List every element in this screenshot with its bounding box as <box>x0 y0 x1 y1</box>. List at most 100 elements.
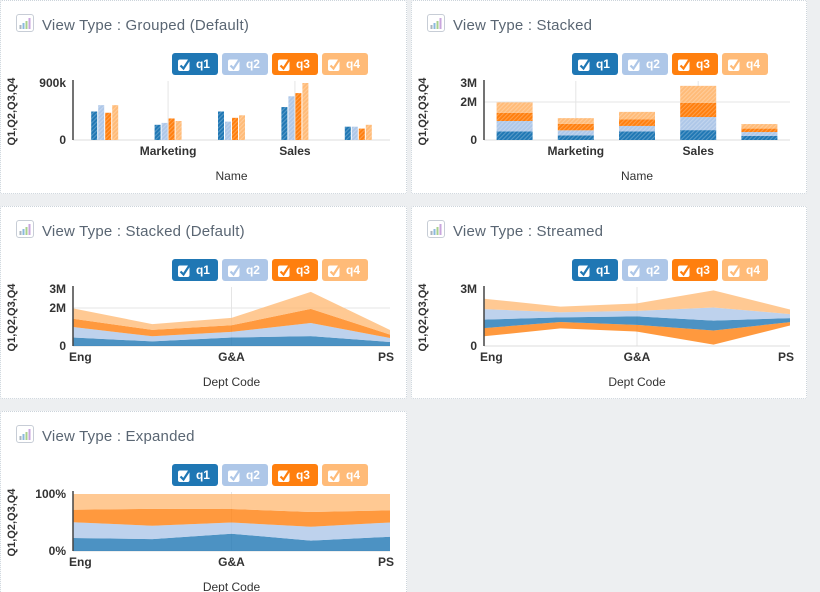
checkbox-checked-icon <box>277 263 291 277</box>
legend-label: q3 <box>695 263 710 277</box>
legend-label: q4 <box>345 57 360 71</box>
legend-label: q3 <box>295 263 310 277</box>
legend-label: q2 <box>645 263 660 277</box>
legend-label: q1 <box>195 263 210 277</box>
chart-title: View Type : Grouped (Default) <box>42 17 250 34</box>
checkbox-checked-icon <box>627 57 641 71</box>
legend-toggle-q3[interactable]: q3 <box>671 259 718 281</box>
legend-toggle-q4[interactable]: q4 <box>321 464 368 486</box>
legend-label: q4 <box>345 468 360 482</box>
svg-text:Q1,Q2,Q3,Q4: Q1,Q2,Q3,Q4 <box>6 488 18 556</box>
svg-text:3M: 3M <box>460 77 477 90</box>
legend-toggle-q3[interactable]: q3 <box>671 53 718 75</box>
svg-text:PS: PS <box>378 350 394 364</box>
legend-label: q3 <box>295 468 310 482</box>
legend-label: q2 <box>245 468 260 482</box>
legend-label: q2 <box>245 57 260 71</box>
svg-text:0: 0 <box>470 133 477 147</box>
card-header: View Type : Grouped (Default) <box>16 14 249 37</box>
checkbox-checked-icon <box>677 57 691 71</box>
svg-text:Q1,Q2,Q3,Q4: Q1,Q2,Q3,Q4 <box>6 77 18 145</box>
svg-text:0: 0 <box>59 339 66 353</box>
svg-text:Marketing: Marketing <box>547 144 604 158</box>
legend-label: q1 <box>595 57 610 71</box>
chart-card-grouped: View Type : Grouped (Default) q1 q2 q3 q4 9… <box>0 0 407 194</box>
svg-text:Q1,Q2,Q3,Q4: Q1,Q2,Q3,Q4 <box>417 77 429 145</box>
svg-text:0: 0 <box>59 133 66 147</box>
svg-text:Sales: Sales <box>279 144 311 158</box>
legend-label: q1 <box>595 263 610 277</box>
chart-title: View Type : Stacked (Default) <box>42 223 245 240</box>
chart-title: View Type : Expanded <box>42 428 195 445</box>
svg-text:Eng: Eng <box>69 350 92 364</box>
column-chart-icon <box>16 220 34 243</box>
checkbox-checked-icon <box>327 468 341 482</box>
legend-label: q4 <box>745 57 760 71</box>
legend-toggle-q4[interactable]: q4 <box>721 259 768 281</box>
checkbox-checked-icon <box>177 263 191 277</box>
legend-label: q2 <box>245 263 260 277</box>
chart-title: View Type : Streamed <box>453 223 604 240</box>
svg-text:G&A: G&A <box>218 350 245 364</box>
checkbox-checked-icon <box>327 263 341 277</box>
checkbox-checked-icon <box>227 263 241 277</box>
checkbox-checked-icon <box>627 263 641 277</box>
legend-toggle-q3[interactable]: q3 <box>271 53 318 75</box>
svg-text:Q1,Q2,Q3,Q4: Q1,Q2,Q3,Q4 <box>6 283 18 351</box>
column-chart-icon <box>16 425 34 448</box>
legend-toggle-q4[interactable]: q4 <box>321 259 368 281</box>
legend-toggle-q1[interactable]: q1 <box>171 53 218 75</box>
svg-text:Name: Name <box>215 169 247 183</box>
legend-toggle-q4[interactable]: q4 <box>321 53 368 75</box>
legend-toggle-q4[interactable]: q4 <box>721 53 768 75</box>
svg-text:Dept Code: Dept Code <box>608 375 666 389</box>
legend-toggle-q2[interactable]: q2 <box>221 53 268 75</box>
svg-text:2M: 2M <box>49 301 66 315</box>
legend: q1 q2 q3 q4 <box>171 259 368 281</box>
legend-toggle-q3[interactable]: q3 <box>271 464 318 486</box>
legend: q1 q2 q3 q4 <box>571 259 768 281</box>
checkbox-checked-icon <box>677 263 691 277</box>
legend-toggle-q1[interactable]: q1 <box>171 259 218 281</box>
svg-text:Marketing: Marketing <box>140 144 197 158</box>
column-chart-icon <box>427 220 445 243</box>
legend-toggle-q1[interactable]: q1 <box>171 464 218 486</box>
legend-toggle-q2[interactable]: q2 <box>221 464 268 486</box>
svg-text:0: 0 <box>470 339 477 353</box>
svg-text:Dept Code: Dept Code <box>203 375 261 389</box>
legend-toggle-q2[interactable]: q2 <box>221 259 268 281</box>
svg-text:3M: 3M <box>49 283 66 296</box>
legend-toggle-q1[interactable]: q1 <box>571 259 618 281</box>
legend-label: q3 <box>695 57 710 71</box>
legend-toggle-q2[interactable]: q2 <box>621 53 668 75</box>
svg-text:Q1,Q2,Q3,Q4: Q1,Q2,Q3,Q4 <box>417 283 429 351</box>
legend-toggle-q1[interactable]: q1 <box>571 53 618 75</box>
svg-text:Dept Code: Dept Code <box>203 580 261 592</box>
legend-toggle-q3[interactable]: q3 <box>271 259 318 281</box>
checkbox-checked-icon <box>727 57 741 71</box>
column-chart-icon <box>427 14 445 37</box>
svg-text:PS: PS <box>778 350 794 364</box>
legend-label: q1 <box>195 468 210 482</box>
checkbox-checked-icon <box>177 57 191 71</box>
svg-text:2M: 2M <box>460 95 477 109</box>
legend: q1 q2 q3 q4 <box>171 464 368 486</box>
svg-text:Name: Name <box>621 169 653 183</box>
svg-text:Sales: Sales <box>683 144 715 158</box>
checkbox-checked-icon <box>277 468 291 482</box>
svg-text:100%: 100% <box>35 488 66 501</box>
column-chart-icon <box>16 14 34 37</box>
checkbox-checked-icon <box>227 468 241 482</box>
card-header: View Type : Streamed <box>427 220 603 243</box>
legend-toggle-q2[interactable]: q2 <box>621 259 668 281</box>
card-header: View Type : Expanded <box>16 425 195 448</box>
legend-label: q1 <box>195 57 210 71</box>
legend-label: q4 <box>745 263 760 277</box>
chart-card-expanded: View Type : Expanded q1 q2 q3 q4 100% 0% Eng G… <box>0 411 407 592</box>
checkbox-checked-icon <box>227 57 241 71</box>
checkbox-checked-icon <box>577 263 591 277</box>
svg-text:PS: PS <box>378 555 394 569</box>
